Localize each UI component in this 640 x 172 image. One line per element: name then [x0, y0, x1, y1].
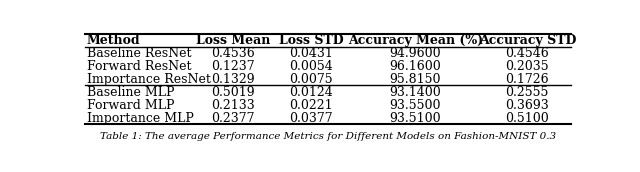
Text: 0.0124: 0.0124: [289, 86, 333, 99]
Text: Baseline ResNet: Baseline ResNet: [87, 47, 191, 60]
Text: 0.2133: 0.2133: [211, 99, 255, 112]
Text: 94.9600: 94.9600: [390, 47, 442, 60]
Text: Forward ResNet: Forward ResNet: [87, 60, 191, 73]
Text: 0.2035: 0.2035: [506, 60, 549, 73]
Text: 0.4536: 0.4536: [211, 47, 255, 60]
Text: 0.1237: 0.1237: [211, 60, 255, 73]
Text: 0.4546: 0.4546: [506, 47, 549, 60]
Text: 93.5500: 93.5500: [390, 99, 441, 112]
Text: 93.1400: 93.1400: [390, 86, 442, 99]
Text: 0.1726: 0.1726: [506, 73, 549, 86]
Text: Importance MLP: Importance MLP: [87, 112, 194, 125]
Text: 0.0075: 0.0075: [289, 73, 333, 86]
Text: Accuracy Mean (%): Accuracy Mean (%): [348, 34, 483, 47]
Text: Forward MLP: Forward MLP: [87, 99, 175, 112]
Text: 0.0221: 0.0221: [289, 99, 333, 112]
Text: Loss Mean: Loss Mean: [196, 34, 271, 47]
Text: 0.2555: 0.2555: [506, 86, 549, 99]
Text: 0.0431: 0.0431: [289, 47, 333, 60]
Text: 0.5100: 0.5100: [506, 112, 549, 125]
Text: Loss STD: Loss STD: [278, 34, 343, 47]
Text: Importance ResNet: Importance ResNet: [87, 73, 211, 86]
Text: Accuracy STD: Accuracy STD: [479, 34, 576, 47]
Text: 0.1329: 0.1329: [211, 73, 255, 86]
Text: 0.5019: 0.5019: [211, 86, 255, 99]
Text: 0.3693: 0.3693: [506, 99, 549, 112]
Text: 0.0377: 0.0377: [289, 112, 333, 125]
Text: Table 1: The average Performance Metrics for Different Models on Fashion-MNIST 0: Table 1: The average Performance Metrics…: [100, 132, 556, 141]
Text: 96.1600: 96.1600: [390, 60, 442, 73]
Text: Baseline MLP: Baseline MLP: [87, 86, 175, 99]
Text: 93.5100: 93.5100: [390, 112, 442, 125]
Text: 95.8150: 95.8150: [390, 73, 441, 86]
Text: 0.0054: 0.0054: [289, 60, 333, 73]
Text: Method: Method: [87, 34, 141, 47]
Text: 0.2377: 0.2377: [211, 112, 255, 125]
